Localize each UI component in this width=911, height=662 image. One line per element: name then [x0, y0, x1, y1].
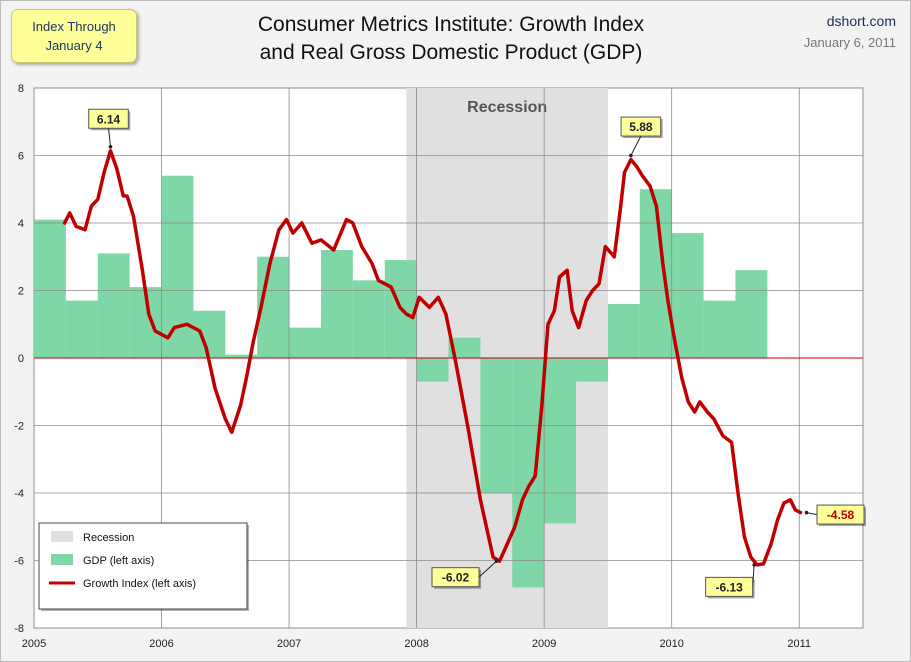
annotation-label: -6.02 — [442, 571, 470, 585]
legend-label: Growth Index (left axis) — [83, 578, 196, 590]
y-tick-label: 0 — [18, 353, 24, 365]
annotation-box — [705, 576, 754, 597]
gdp-bar — [544, 358, 577, 524]
x-tick-label: 2008 — [404, 638, 428, 650]
gdp-bar — [703, 300, 736, 358]
y-tick-label: -6 — [14, 556, 24, 568]
gdp-bar — [193, 310, 226, 358]
index-through-badge: Index Through January 4 — [11, 9, 137, 63]
gdp-bar — [225, 354, 258, 358]
legend-box — [38, 522, 248, 610]
annotation-arrowhead — [752, 563, 756, 567]
badge-line-1: Index Through — [32, 19, 116, 34]
chart-title: Consumer Metrics Institute: Growth Index… — [201, 11, 701, 67]
annotation-label: 5.88 — [629, 120, 653, 134]
annotation-label: 6.14 — [97, 112, 121, 126]
x-tick-label: 2010 — [659, 638, 683, 650]
annotation-arrowhead — [108, 144, 113, 149]
gdp-bar — [320, 250, 353, 358]
annotation-box — [620, 116, 662, 137]
growth-index-line — [62, 149, 803, 567]
gdp-bar — [416, 358, 449, 382]
annotation-arrowhead — [629, 153, 633, 158]
y-tick-label: -2 — [14, 421, 24, 433]
annotation: 6.14 — [88, 108, 131, 149]
annotation-arrow — [108, 128, 112, 147]
source-date: January 6, 2011 — [803, 35, 896, 50]
y-tick-label: -4 — [14, 488, 24, 500]
y-tick-label: 2 — [18, 286, 24, 298]
annotation-label: -6.13 — [715, 580, 743, 594]
gdp-bar — [34, 219, 66, 358]
annotation: -6.02 — [431, 559, 499, 589]
y-tick-label: 8 — [18, 83, 24, 95]
annotation-box — [88, 108, 129, 129]
gdp-bar — [97, 253, 130, 358]
annotation-arrow — [478, 560, 497, 578]
annotation: -6.13 — [705, 563, 756, 599]
gdp-bar — [161, 175, 194, 358]
legend-label: GDP (left axis) — [83, 555, 154, 567]
annotation-box — [816, 504, 865, 525]
x-tick-label: 2011 — [787, 638, 811, 650]
gdp-bar — [512, 358, 545, 588]
annotation-label: -4.58 — [827, 508, 855, 522]
legend: Recession GDP (left axis) Growth Index (le… — [38, 522, 249, 611]
gdp-bar — [289, 327, 321, 358]
annotation-arrowhead — [804, 510, 809, 515]
recession-label: Recession — [467, 99, 547, 116]
legend-swatch — [51, 531, 73, 542]
annotation-box — [431, 567, 480, 588]
gdp-bar — [671, 233, 704, 358]
annotation-arrowhead — [494, 559, 499, 563]
x-tick-label: 2005 — [22, 638, 46, 650]
annotation: -4.58 — [804, 504, 867, 527]
chart-title-line-2: and Real Gross Domestic Product (GDP) — [259, 41, 643, 64]
annotation-arrow — [630, 135, 642, 156]
gdp-bar — [639, 189, 672, 358]
gdp-bar — [607, 304, 640, 358]
y-tick-label: -8 — [14, 623, 24, 635]
annotation: 5.88 — [620, 116, 663, 158]
chart-title-line-1: Consumer Metrics Institute: Growth Index — [257, 13, 645, 36]
gdp-bar — [735, 270, 768, 358]
y-tick-label: 4 — [18, 218, 24, 230]
x-tick-label: 2006 — [149, 638, 173, 650]
gdp-bar — [576, 358, 608, 382]
x-tick-label: 2007 — [277, 638, 301, 650]
source-block: dshort.com January 6, 2011 — [804, 11, 896, 53]
gdp-bar — [65, 300, 98, 358]
badge-line-2: January 4 — [45, 38, 103, 53]
x-tick-label: 2009 — [532, 638, 556, 650]
legend-label: Recession — [83, 532, 134, 544]
legend-swatch — [51, 554, 73, 565]
y-tick-label: 6 — [18, 151, 24, 163]
gdp-bar — [448, 337, 481, 358]
gdp-bar — [352, 280, 385, 358]
source-site: dshort.com — [826, 13, 896, 29]
